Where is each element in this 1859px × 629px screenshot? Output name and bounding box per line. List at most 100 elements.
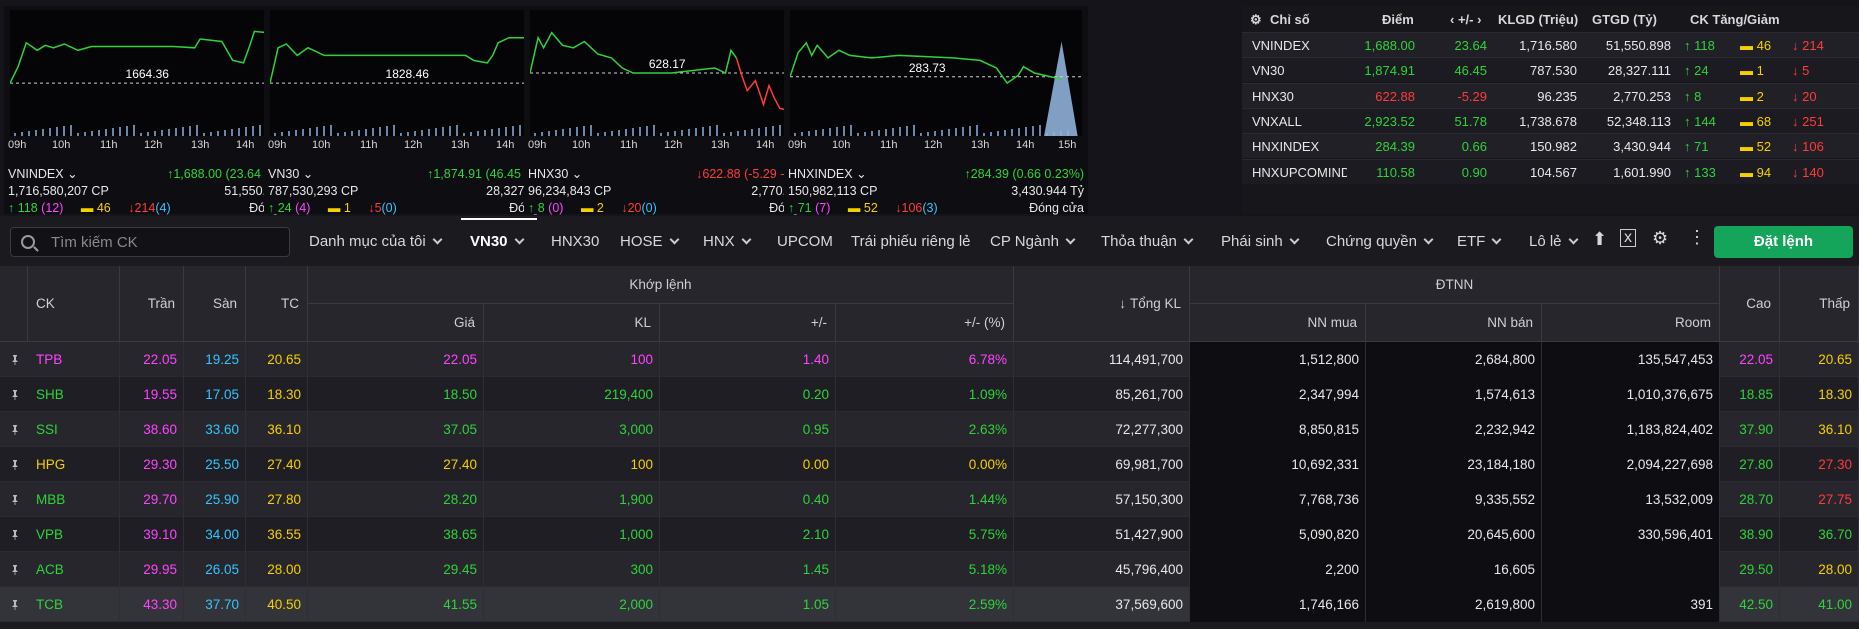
tab-phái-sinh[interactable]: Phái sinh bbox=[1221, 233, 1300, 250]
tab-trái-phiếu-riêng-lẻ[interactable]: Trái phiếu riêng lẻ bbox=[851, 233, 971, 250]
col-nn-sell[interactable]: NN bán bbox=[1366, 304, 1542, 342]
pin-icon[interactable] bbox=[10, 600, 20, 610]
index-name[interactable]: VN30 ⌄ bbox=[268, 166, 313, 183]
col-floor[interactable]: Sàn bbox=[184, 266, 246, 342]
index-name[interactable]: HNX30 ⌄ bbox=[528, 166, 582, 183]
unchanged-count: 1 bbox=[343, 201, 351, 215]
tab-upcom[interactable]: UPCOM bbox=[777, 233, 833, 250]
pin-icon[interactable] bbox=[10, 390, 20, 400]
pin-icon[interactable] bbox=[10, 565, 20, 575]
table-row[interactable]: TCB 43.30 37.70 40.50 41.55 2,000 1.05 2.59% 37,… bbox=[0, 587, 1859, 622]
time-tick: 09h bbox=[788, 139, 807, 151]
col-total[interactable]: ↓ Tổng KL bbox=[1014, 266, 1190, 342]
volume-bar bbox=[618, 130, 620, 136]
col-ck[interactable]: CK bbox=[28, 266, 120, 342]
tab-lô-lẻ[interactable]: Lô lẻ bbox=[1529, 233, 1578, 250]
tab-danh-mục-của-tôi[interactable]: Danh mục của tôi bbox=[309, 233, 443, 250]
gear-icon[interactable]: ⚙ bbox=[1652, 228, 1669, 248]
volume-bar bbox=[990, 132, 992, 136]
col-room[interactable]: Room bbox=[1542, 304, 1720, 342]
pin-icon[interactable] bbox=[10, 495, 20, 505]
cell-price: 29.45 bbox=[308, 552, 484, 587]
cell-ck: SHB bbox=[28, 377, 120, 412]
tab-cp-ngành[interactable]: CP Ngành bbox=[990, 233, 1076, 250]
table-row[interactable]: HPG 29.30 25.50 27.40 27.40 100 0.00 0.00% 69,98… bbox=[0, 447, 1859, 482]
cell-vol: 300 bbox=[484, 552, 660, 587]
table-row[interactable]: VPB 39.10 34.00 36.55 38.65 1,000 2.10 5.75% 51,… bbox=[0, 517, 1859, 552]
volume-bar bbox=[477, 131, 479, 136]
table-row[interactable]: SSI 38.60 33.60 36.10 37.05 3,000 0.95 2.63% 72,… bbox=[0, 412, 1859, 447]
col-ref[interactable]: TC bbox=[246, 266, 308, 342]
place-order-button[interactable]: Đặt lệnh bbox=[1714, 226, 1853, 258]
tab-chứng-quyền[interactable]: Chứng quyền bbox=[1326, 233, 1434, 250]
cell-high: 37.90 bbox=[1720, 412, 1780, 447]
table-row[interactable]: SHB 19.55 17.05 18.30 18.50 219,400 0.20 1.09% 8… bbox=[0, 377, 1859, 412]
volume-bar bbox=[168, 129, 170, 136]
tab-thỏa-thuận[interactable]: Thỏa thuận bbox=[1101, 233, 1194, 250]
index-row[interactable]: VN30 1,874.91 46.45 787.530 28,327.111 ↑… bbox=[1242, 57, 1859, 83]
tab-hose[interactable]: HOSE bbox=[620, 233, 679, 250]
volume-bar bbox=[590, 125, 592, 136]
decliners-arrow-icon: ↓ bbox=[368, 201, 375, 215]
cell-room: 13,532,009 bbox=[1542, 482, 1720, 517]
index-row[interactable]: HNXINDEX 284.39 0.66 150.982 3,430.944 ↑… bbox=[1242, 133, 1859, 159]
table-row[interactable]: MBB 29.70 25.90 27.80 28.20 1,900 0.40 1.44% 57,… bbox=[0, 482, 1859, 517]
index-row[interactable]: HNXUPCOMINDE 110.58 0.90 104.567 1,601.9… bbox=[1242, 158, 1859, 184]
tab-etf[interactable]: ETF bbox=[1457, 233, 1502, 250]
col-vol[interactable]: KL bbox=[484, 304, 660, 342]
intraday-chart: 1664.36 bbox=[10, 10, 302, 136]
index-row[interactable]: VNINDEX 1,688.00 23.64 1,716.580 51,550.… bbox=[1242, 32, 1859, 57]
index-name-text: VNINDEX bbox=[8, 167, 64, 181]
index-name[interactable]: HNXINDEX ⌄ bbox=[788, 166, 867, 183]
pin-icon[interactable] bbox=[10, 530, 20, 540]
col-low[interactable]: Thấp bbox=[1780, 266, 1859, 342]
tab-vn30[interactable]: VN30 bbox=[470, 233, 524, 250]
cell-value: 27.75 bbox=[1818, 492, 1852, 507]
arrow-up-icon[interactable]: ⬆ bbox=[1592, 229, 1608, 249]
tab-hnx[interactable]: HNX bbox=[703, 233, 752, 250]
col-price[interactable]: Giá bbox=[308, 304, 484, 342]
table-row[interactable]: TPB 22.05 19.25 20.65 22.05 100 1.40 6.78% 114,4… bbox=[0, 342, 1859, 377]
cell-value: 5.18% bbox=[968, 562, 1007, 577]
cell-ck: HPG bbox=[28, 447, 120, 482]
more-icon[interactable]: ⋮ bbox=[1688, 227, 1706, 247]
cell-nn-sell: 16,605 bbox=[1366, 552, 1542, 587]
idx-gtgd: 28,327.111 bbox=[1607, 63, 1671, 79]
col-ceil[interactable]: Trần bbox=[120, 266, 184, 342]
cell-ceil: 29.70 bbox=[120, 482, 184, 517]
col-nn-buy[interactable]: NN mua bbox=[1190, 304, 1366, 342]
tab-hnx30[interactable]: HNX30 bbox=[551, 233, 599, 250]
cell-vol: 100 bbox=[484, 447, 660, 482]
pin-icon[interactable] bbox=[10, 460, 20, 470]
gear-icon[interactable]: ⚙ bbox=[1250, 12, 1262, 27]
search-input[interactable]: Tìm kiếm CK bbox=[10, 227, 290, 257]
header-label: Room bbox=[1674, 315, 1711, 330]
index-row[interactable]: VNXALL 2,923.52 51.78 1,738.678 52,348.1… bbox=[1242, 107, 1859, 133]
volume-bar bbox=[765, 127, 767, 136]
decliners-count: 5 bbox=[374, 201, 382, 215]
pin-icon[interactable] bbox=[10, 355, 20, 365]
volume-bar bbox=[252, 126, 254, 136]
excel-icon[interactable]: x bbox=[1620, 229, 1636, 247]
cell-value: 37.05 bbox=[443, 422, 477, 437]
time-tick: 11h bbox=[360, 139, 378, 151]
cell-value: TCB bbox=[36, 597, 63, 612]
volume-bar bbox=[1032, 126, 1034, 136]
col-chg[interactable]: +/- bbox=[660, 304, 836, 342]
index-card-hnxindex[interactable]: 283.73 09h 10h 11h 12h 13h 14h 15h HNXINDEX ⌄ … bbox=[784, 6, 1088, 215]
chevron-down-icon bbox=[1568, 234, 1578, 245]
cell-value: 1.44% bbox=[968, 492, 1007, 507]
cell-value: 20.65 bbox=[1818, 352, 1852, 367]
table-row[interactable]: ACB 29.95 26.05 28.00 29.45 300 1.45 5.18% 45,79… bbox=[0, 552, 1859, 587]
index-row[interactable]: HNX30 622.88 -5.29 96.235 2,770.253 ↑ 8 … bbox=[1242, 82, 1859, 108]
cell-value: 38.90 bbox=[1739, 527, 1773, 542]
pin-icon[interactable] bbox=[10, 425, 20, 435]
col-pct[interactable]: +/- (%) bbox=[836, 304, 1014, 342]
cell-value: 27.80 bbox=[1739, 457, 1773, 472]
cell-value: VPB bbox=[36, 527, 64, 542]
col-high[interactable]: Cao bbox=[1720, 266, 1780, 342]
index-name[interactable]: VNINDEX ⌄ bbox=[8, 166, 78, 183]
